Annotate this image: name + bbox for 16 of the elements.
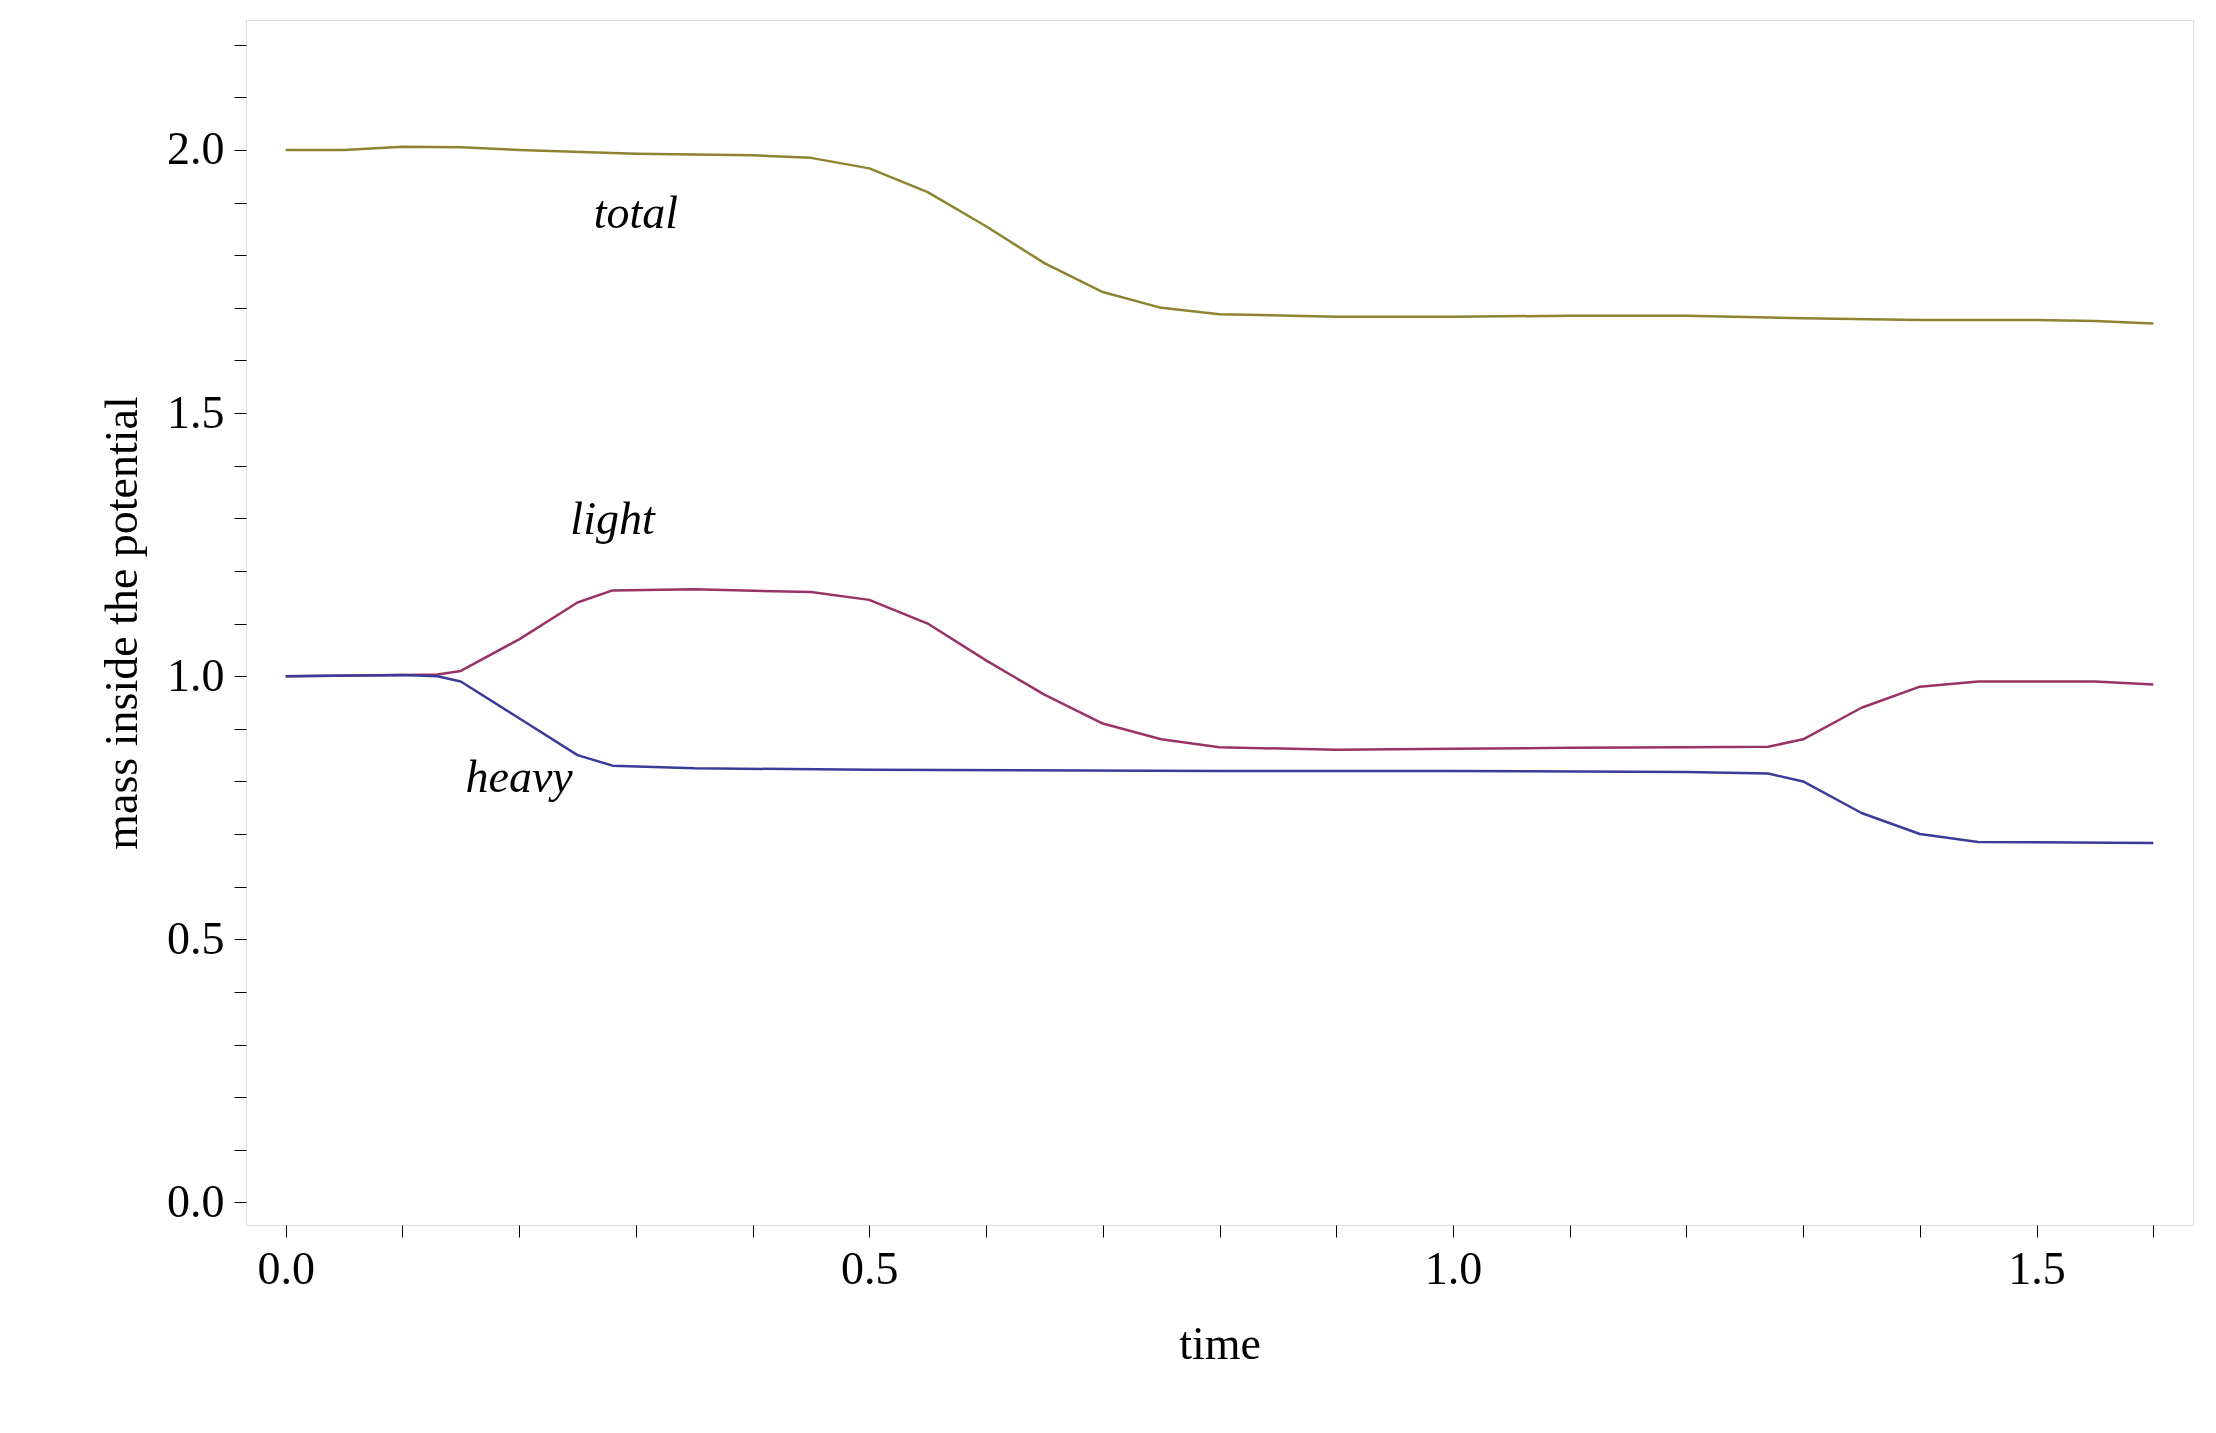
y-tick-label: 0.0 — [167, 1175, 225, 1227]
x-axis-title: time — [1179, 1317, 1261, 1369]
line-series — [284, 145, 2155, 325]
x-tick-label: 1.0 — [1424, 1242, 1483, 1294]
x-tick-label: 0.0 — [257, 1242, 315, 1294]
x-tick-label: 1.5 — [2008, 1242, 2066, 1294]
y-tick-label: 1.0 — [167, 649, 225, 701]
y-tick-label: 0.5 — [167, 912, 225, 964]
line-series — [284, 673, 2155, 845]
x-tick-label: 0.5 — [841, 1242, 899, 1294]
y-tick-label: 2.0 — [167, 123, 225, 175]
series-label: total — [593, 186, 679, 238]
y-axis-title: mass inside the potential — [96, 396, 147, 850]
series-label: heavy — [465, 751, 574, 803]
series-label: light — [570, 493, 656, 545]
y-tick-label: 1.5 — [167, 386, 225, 438]
